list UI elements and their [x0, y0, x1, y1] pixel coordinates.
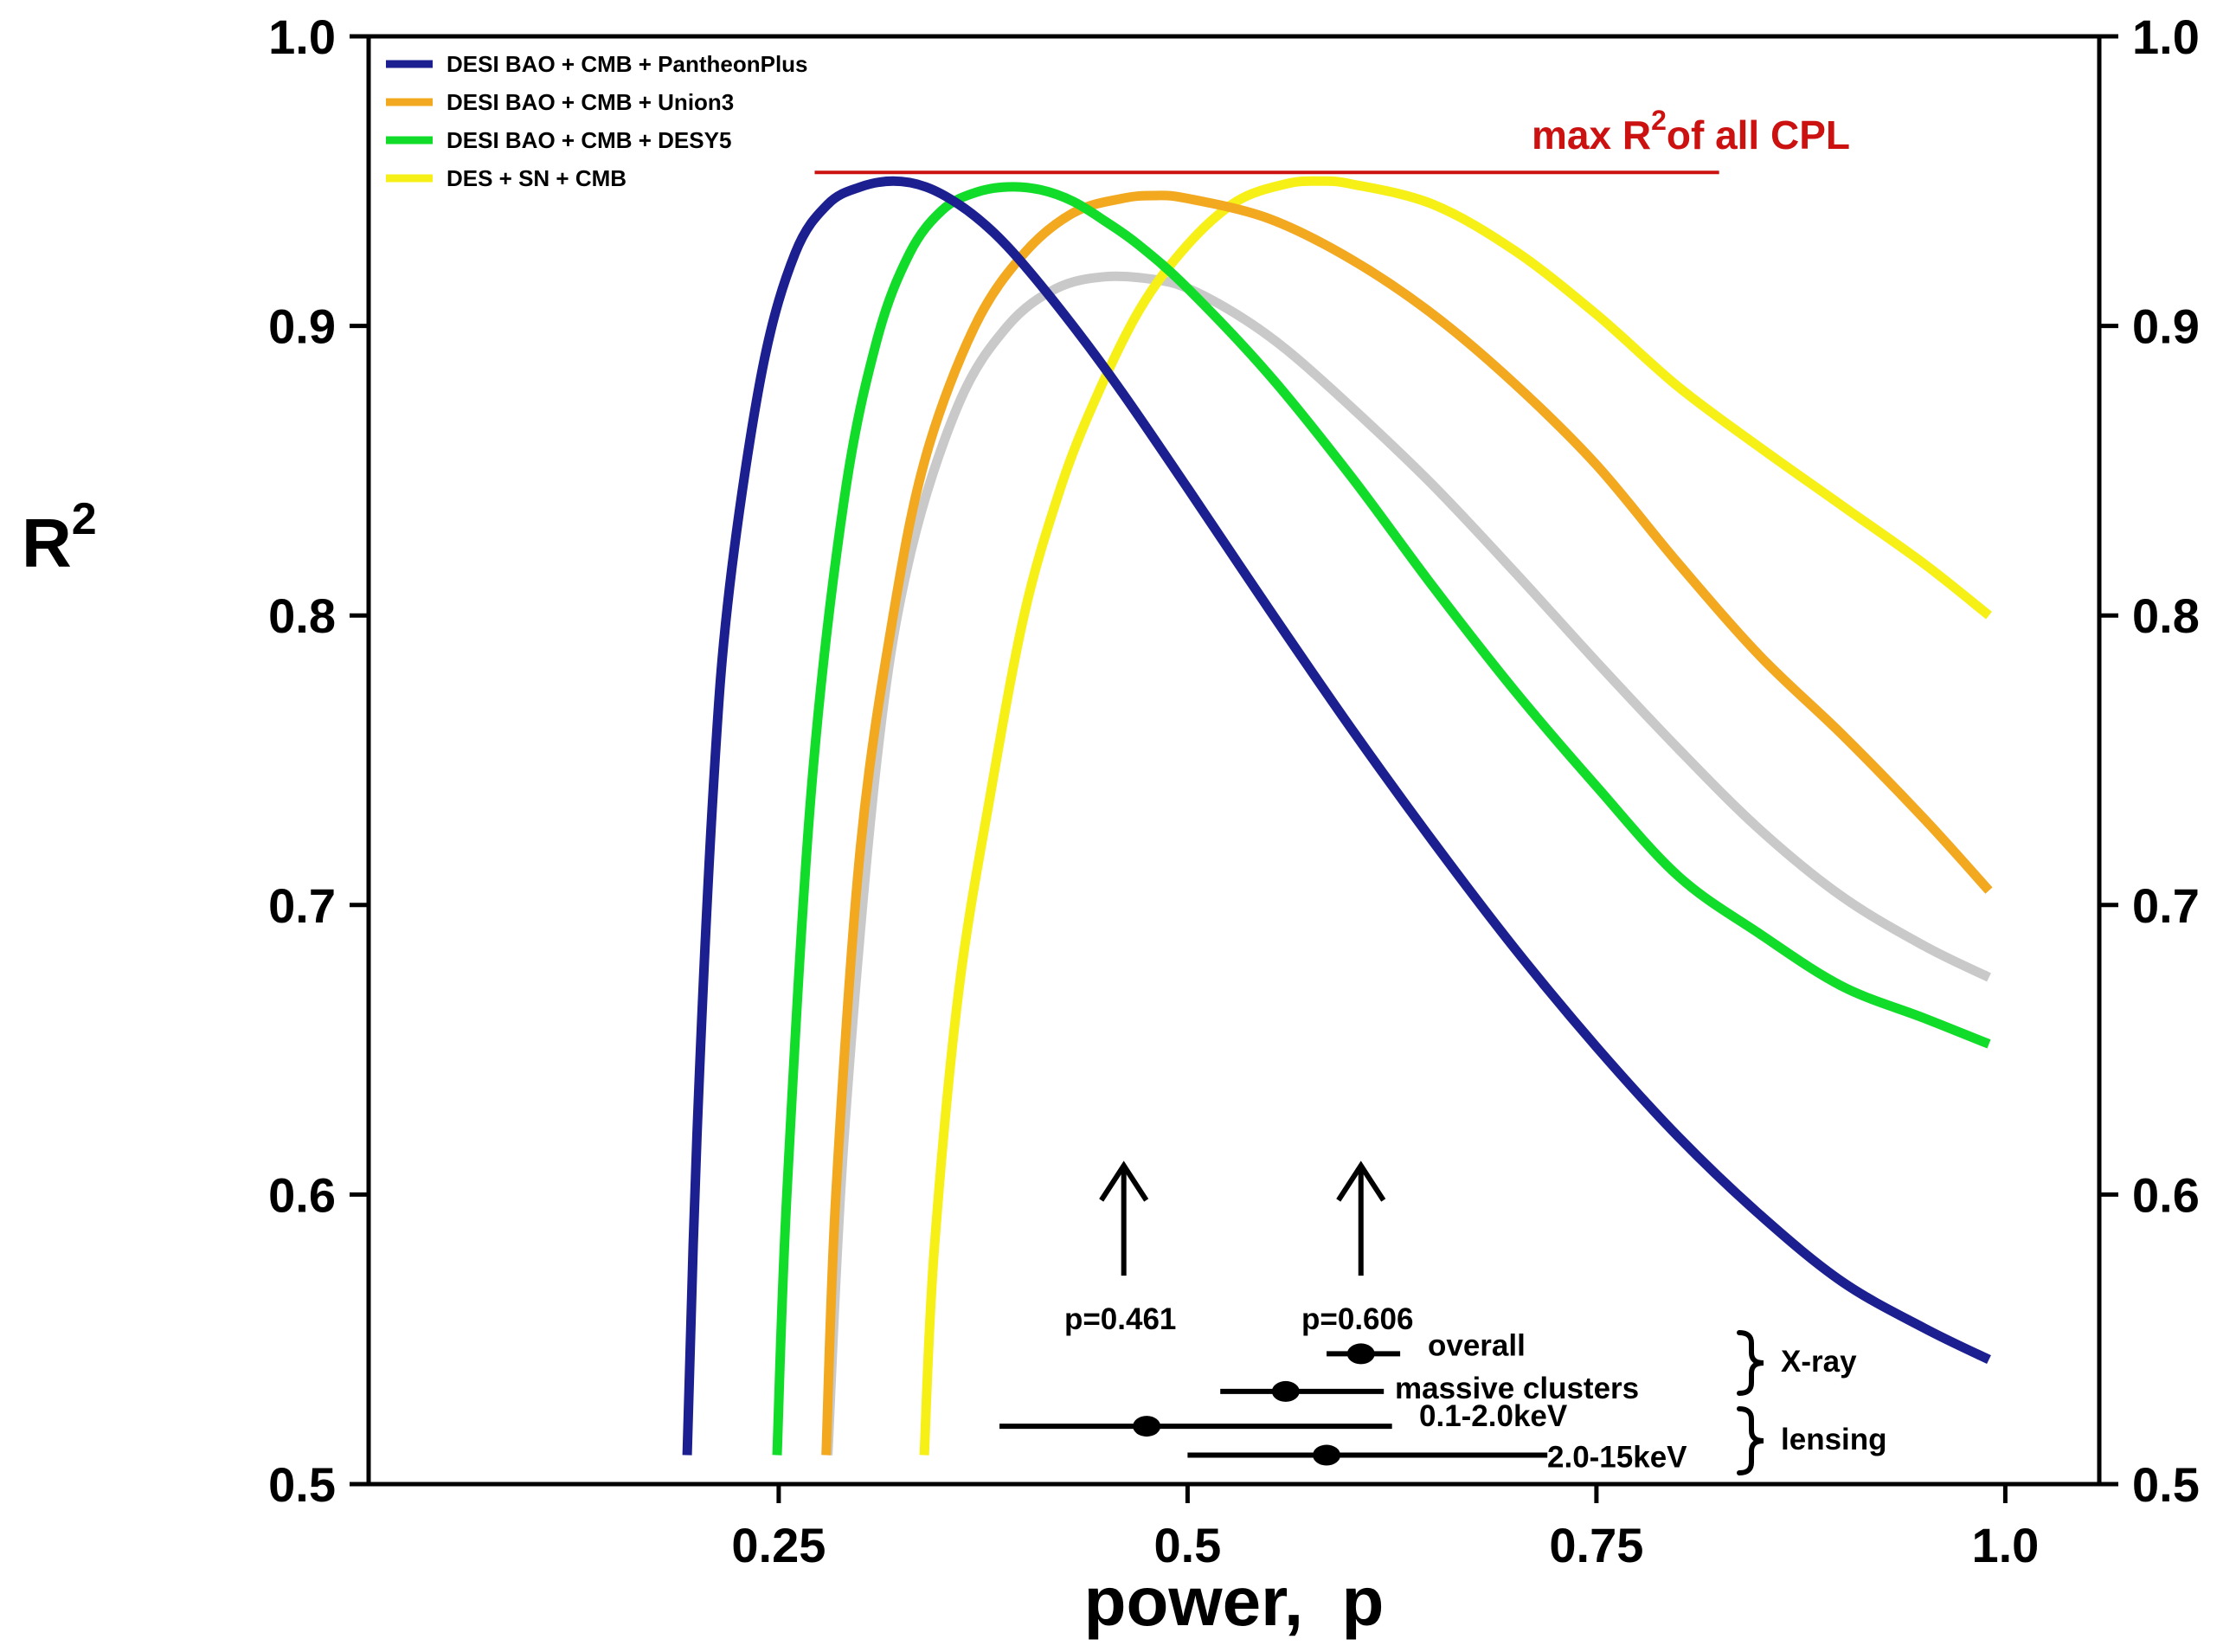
error-bar-point — [1346, 1343, 1375, 1365]
y-tick-label-right: 1.0 — [2132, 10, 2200, 64]
group-label-lensing: lensing — [1781, 1423, 1887, 1456]
y-axis-title-superscript: 2 — [72, 494, 97, 544]
error-bar-point — [1133, 1416, 1161, 1437]
legend-label: DESI BAO + CMB + PantheonPlus — [447, 51, 808, 77]
brace-lensing — [1737, 1406, 1764, 1475]
arrow-head — [1099, 1160, 1149, 1202]
legend: DESI BAO + CMB + PantheonPlus DESI BAO + … — [386, 51, 808, 191]
series-line-desi-bao-cmb-pantheonplus — [682, 176, 1991, 1456]
brace-xray — [1737, 1330, 1764, 1396]
arrow-head — [1336, 1160, 1386, 1202]
y-axis-title-base: R — [22, 505, 72, 582]
legend-label: DES + SN + CMB — [447, 165, 626, 191]
y-tick-label-left: 0.7 — [268, 878, 336, 933]
error-bar-label: overall — [1428, 1328, 1526, 1362]
annotations: p=0.461 p=0.606 overall massive clusters0.1… — [999, 1160, 1887, 1475]
series-curves — [682, 176, 1993, 1456]
y-tick-label-right: 0.9 — [2132, 299, 2200, 354]
y-tick-label-left: 1.0 — [268, 10, 336, 64]
y-tick-label-right: 0.7 — [2132, 878, 2200, 933]
y-axis-title: R2 — [22, 494, 97, 582]
error-bar-label: massive clusters — [1395, 1372, 1639, 1405]
series-line-desi-bao-cmb-desy5 — [772, 182, 1991, 1456]
axis-ticks: 0.5 0.5 0.6 0.6 0.7 0.7 0.8 0.8 0.9 0.9 1.0 1.0 0.25… — [268, 10, 2200, 1572]
reference-line-label-suffix: of all CPL — [1667, 112, 1850, 157]
error-bar-point — [1271, 1380, 1300, 1402]
error-bar-point — [1313, 1444, 1341, 1466]
legend-label: DESI BAO + CMB + Union3 — [447, 89, 734, 115]
reference-line-label: max R2of all CPL — [1532, 105, 1850, 157]
y-tick-label-left: 0.8 — [268, 588, 336, 643]
reference-line-label-superscript: 2 — [1651, 105, 1667, 136]
x-tick-label: 0.75 — [1549, 1518, 1643, 1572]
x-axis-title: power, p — [1084, 1563, 1385, 1640]
x-tick-label: 0.5 — [1153, 1518, 1221, 1572]
arrow-label: p=0.606 — [1301, 1302, 1413, 1336]
series-line-unlabeled-grey — [823, 271, 1991, 1456]
legend-label: DESI BAO + CMB + DESY5 — [447, 127, 731, 153]
y-tick-label-left: 0.5 — [268, 1457, 336, 1512]
y-tick-label-left: 0.9 — [268, 299, 336, 354]
y-tick-label-right: 0.5 — [2132, 1457, 2200, 1512]
error-bar-label: 0.1-2.0keV — [1419, 1399, 1568, 1433]
series-line-desi-bao-cmb-union3 — [821, 190, 1993, 1456]
y-tick-label-left: 0.6 — [268, 1167, 336, 1222]
reference-line-group: max R2of all CPL — [814, 105, 1850, 175]
arrow-label: p=0.461 — [1064, 1302, 1176, 1336]
y-tick-label-right: 0.8 — [2132, 588, 2200, 643]
group-label-xray: X-ray — [1781, 1345, 1857, 1379]
x-tick-label: 1.0 — [1971, 1518, 2039, 1572]
x-tick-label: 0.25 — [731, 1518, 826, 1572]
y-tick-label-right: 0.6 — [2132, 1167, 2200, 1222]
reference-line-label-base: max R — [1532, 112, 1651, 157]
error-bar-label: 2.0-15keV — [1547, 1441, 1687, 1475]
plot-frame — [366, 34, 2102, 1487]
